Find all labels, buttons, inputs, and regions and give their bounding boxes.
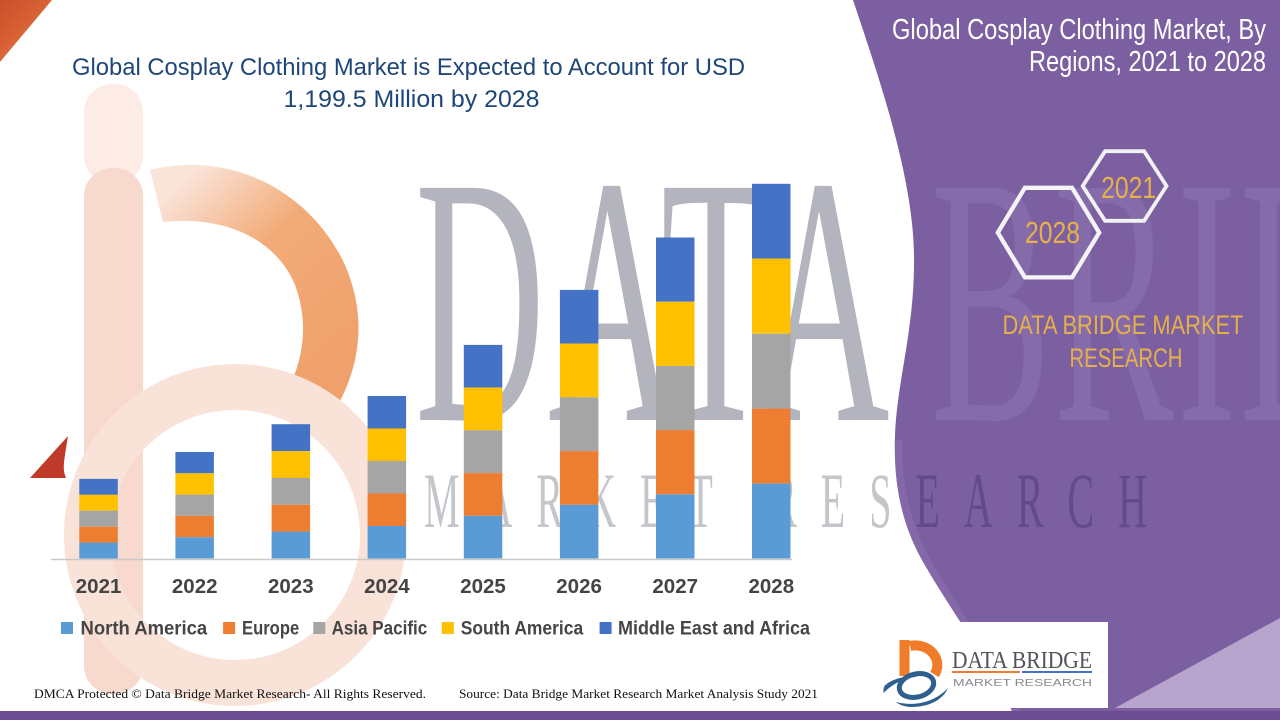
svg-text:DATA BRIDGE MARKET: DATA BRIDGE MARKET (1003, 310, 1244, 340)
svg-text:1,199.5 Million by 2028: 1,199.5 Million by 2028 (284, 86, 540, 113)
svg-text:Global Cosplay Clothing Market: Global Cosplay Clothing Market is Expect… (72, 54, 745, 81)
svg-text:2021: 2021 (76, 575, 122, 598)
svg-text:2023: 2023 (268, 575, 314, 598)
svg-text:Middle East and Africa: Middle East and Africa (618, 617, 810, 639)
svg-text:Source: Data Bridge Market Res: Source: Data Bridge Market Research Mark… (459, 687, 818, 701)
svg-text:DMCA Protected © Data Bridge M: DMCA Protected © Data Bridge Market Rese… (34, 686, 426, 701)
svg-text:DATA BRIDGE: DATA BRIDGE (952, 648, 1092, 674)
svg-text:2024: 2024 (364, 575, 410, 598)
svg-text:2021: 2021 (1101, 171, 1156, 205)
svg-text:Asia Pacific: Asia Pacific (332, 617, 428, 639)
svg-text:North America: North America (81, 617, 208, 639)
svg-text:South America: South America (461, 617, 584, 639)
svg-text:2028: 2028 (748, 575, 794, 598)
svg-text:MARKET RESEARCH: MARKET RESEARCH (953, 678, 1092, 689)
svg-text:DATA BRIDGE: DATA BRIDGE (415, 103, 1280, 496)
svg-text:2025: 2025 (460, 575, 506, 598)
svg-text:2026: 2026 (556, 575, 602, 598)
svg-text:2027: 2027 (652, 575, 698, 598)
svg-text:Regions, 2021 to 2028: Regions, 2021 to 2028 (1029, 46, 1266, 78)
svg-text:2022: 2022 (172, 575, 218, 598)
svg-text:Global Cosplay Clothing Market: Global Cosplay Clothing Market, By (892, 14, 1267, 46)
svg-text:Europe: Europe (242, 617, 299, 639)
svg-text:RESEARCH: RESEARCH (1070, 343, 1183, 373)
svg-text:2028: 2028 (1025, 216, 1080, 250)
